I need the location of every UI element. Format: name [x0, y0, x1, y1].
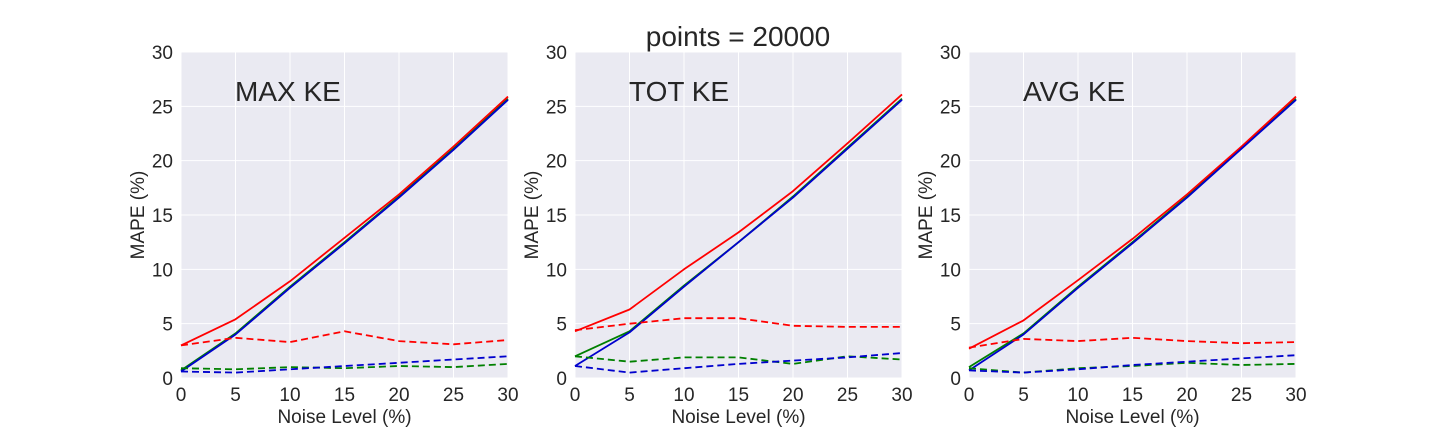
series-line-5-dashed: [968, 336, 1297, 349]
series-line-3-solid: [574, 99, 903, 367]
x-tick-label: 0: [964, 385, 975, 406]
x-tick-label: 30: [891, 385, 912, 406]
panel-title: MAX KE: [235, 76, 341, 107]
x-tick-label: 5: [1018, 385, 1029, 406]
y-tick-label: 30: [940, 43, 961, 64]
series-line-2-solid: [968, 95, 1297, 350]
x-tick-label: 0: [570, 385, 581, 406]
y-tick-label: 5: [950, 315, 961, 336]
x-tick-label: 5: [230, 385, 241, 406]
x-tick-label: 0: [176, 385, 187, 406]
x-tick-label: 20: [1176, 385, 1197, 406]
y-tick-label: 10: [546, 260, 567, 281]
y-tick-label: 10: [940, 260, 961, 281]
y-tick-label: 15: [546, 206, 567, 227]
y-tick-label: 25: [940, 97, 961, 118]
y-tick-label: 15: [940, 206, 961, 227]
y-tick-label: 5: [556, 315, 567, 336]
x-tick-label: 10: [1067, 385, 1088, 406]
y-axis-label: MAPE (%): [916, 171, 937, 260]
x-axis-label: Noise Level (%): [1065, 407, 1199, 428]
figure-suptitle: points = 20000: [646, 21, 831, 52]
x-tick-label: 30: [1285, 385, 1306, 406]
y-axis-label: MAPE (%): [522, 171, 543, 260]
y-tick-label: 0: [556, 369, 567, 390]
series-line-2-solid: [574, 93, 903, 333]
x-tick-label: 15: [1122, 385, 1143, 406]
y-tick-label: 25: [546, 97, 567, 118]
series-line-3-solid: [180, 99, 509, 373]
x-tick-label: 15: [728, 385, 749, 406]
subplot-2: 0 5 10 15 20 25 30 0 5 10 15 20 25 30 TOT KE Noise Leve…: [522, 43, 913, 428]
x-tick-label: 20: [388, 385, 409, 406]
x-tick-label: 10: [279, 385, 300, 406]
x-tick-label: 20: [782, 385, 803, 406]
panel-title: AVG KE: [1023, 76, 1125, 107]
y-tick-label: 5: [162, 315, 173, 336]
y-tick-label: 25: [152, 97, 173, 118]
x-tick-label: 10: [673, 385, 694, 406]
subplots: 0 5 10 15 20 25 30 0 5 10 15 20 25 30 MAX KE Noise Leve…: [128, 43, 1307, 428]
series-line-3-solid: [968, 99, 1297, 372]
y-tick-label: 30: [546, 43, 567, 64]
y-tick-label: 15: [152, 206, 173, 227]
x-tick-label: 25: [1231, 385, 1252, 406]
x-tick-label: 25: [837, 385, 858, 406]
subplot-3: 0 5 10 15 20 25 30 0 5 10 15 20 25 30 AVG KE Noise Leve…: [916, 43, 1307, 428]
y-tick-label: 10: [152, 260, 173, 281]
x-tick-label: 15: [334, 385, 355, 406]
y-axis-label: MAPE (%): [128, 171, 149, 260]
x-axis-label: Noise Level (%): [277, 407, 411, 428]
y-tick-label: 20: [940, 152, 961, 173]
y-tick-label: 0: [950, 369, 961, 390]
x-tick-label: 5: [624, 385, 635, 406]
y-tick-label: 30: [152, 43, 173, 64]
y-tick-label: 20: [152, 152, 173, 173]
series-line-5-dashed: [180, 330, 509, 347]
subplot-1: 0 5 10 15 20 25 30 0 5 10 15 20 25 30 MAX KE Noise Leve…: [128, 43, 519, 428]
x-tick-label: 30: [497, 385, 518, 406]
y-tick-label: 20: [546, 152, 567, 173]
series-line-2-solid: [180, 95, 509, 347]
y-tick-label: 0: [162, 369, 173, 390]
panel-title: TOT KE: [629, 76, 729, 107]
x-tick-label: 25: [443, 385, 464, 406]
x-axis-label: Noise Level (%): [671, 407, 805, 428]
